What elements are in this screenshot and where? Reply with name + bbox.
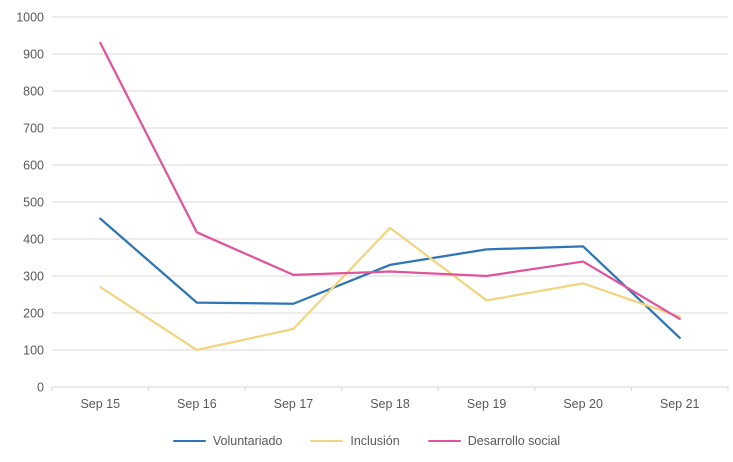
y-axis-tick-label: 300 bbox=[23, 270, 44, 284]
series-line-voluntariado bbox=[99, 217, 681, 339]
y-axis-tick-label: 400 bbox=[23, 233, 44, 247]
y-axis-tick-label: 200 bbox=[23, 307, 44, 321]
legend-label-voluntariado: Voluntariado bbox=[212, 434, 283, 448]
series-line-inclusi-n bbox=[99, 226, 681, 352]
y-axis-tick-label: 900 bbox=[23, 48, 44, 62]
legend-item-desarrollo-social: Desarrollo social bbox=[427, 434, 561, 448]
legend-line-marker-inclusi-n bbox=[310, 439, 344, 443]
x-axis-tick-label: Sep 20 bbox=[563, 397, 603, 411]
x-axis-tick-label: Sep 16 bbox=[177, 397, 217, 411]
y-axis-tick-label: 800 bbox=[23, 85, 44, 99]
x-axis-tick-label: Sep 17 bbox=[274, 397, 314, 411]
legend-label-inclusi-n: Inclusión bbox=[350, 434, 400, 448]
y-axis-tick-label: 500 bbox=[23, 196, 44, 210]
x-axis-tick-label: Sep 18 bbox=[370, 397, 410, 411]
plot-area: 0 100 200 300 400 500 600 700 800 900 1000 Sep 15 Se… bbox=[16, 11, 729, 411]
y-axis-tick-label: 600 bbox=[23, 159, 44, 173]
series-line-desarrollo-social bbox=[99, 41, 681, 321]
x-axis-tick-label: Sep 19 bbox=[467, 397, 507, 411]
legend-item-inclusi-n: Inclusión bbox=[310, 434, 400, 448]
legend-line-marker-desarrollo-social bbox=[427, 439, 461, 443]
legend-item-voluntariado: Voluntariado bbox=[172, 434, 283, 448]
x-axis-tick-label: Sep 21 bbox=[660, 397, 700, 411]
legend-line-marker-voluntariado bbox=[172, 439, 206, 443]
y-axis-tick-label: 700 bbox=[23, 122, 44, 136]
y-axis-tick-label: 0 bbox=[37, 381, 44, 395]
y-axis-tick-label: 1000 bbox=[16, 11, 44, 25]
legend-label-desarrollo-social: Desarrollo social bbox=[467, 434, 561, 448]
y-axis-tick-label: 100 bbox=[23, 344, 44, 358]
chart-legend: Voluntariado Inclusión Desarrollo social bbox=[0, 430, 733, 452]
x-axis-tick-label: Sep 15 bbox=[80, 397, 120, 411]
